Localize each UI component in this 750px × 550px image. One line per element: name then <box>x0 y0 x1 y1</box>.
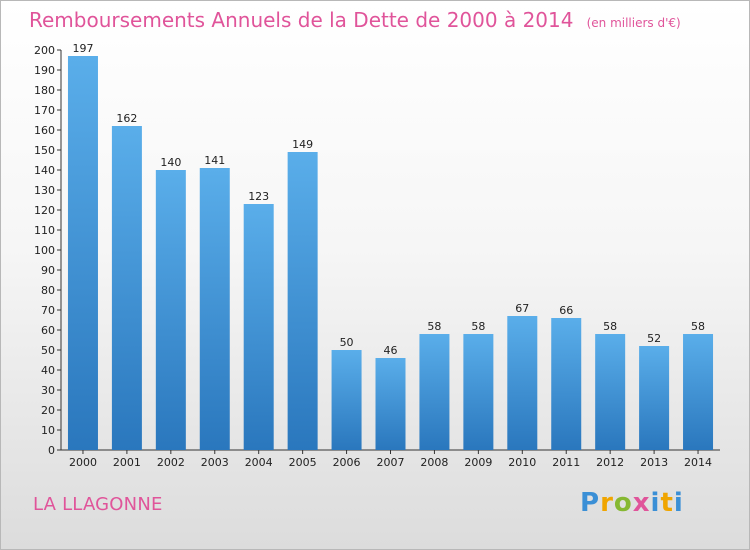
y-tick-label: 100 <box>34 244 55 257</box>
x-tick-label: 2003 <box>201 456 229 469</box>
bar-2000 <box>67 56 98 450</box>
proxiti-logo[interactable]: Proxiti <box>580 488 684 518</box>
bar-value-label: 52 <box>647 332 661 345</box>
y-tick-label: 20 <box>41 404 55 417</box>
bar-value-label: 58 <box>603 320 617 333</box>
bar-2007 <box>375 358 406 450</box>
y-tick-label: 80 <box>41 284 55 297</box>
x-tick-label: 2008 <box>420 456 448 469</box>
bar-2003 <box>199 168 230 450</box>
y-tick-label: 170 <box>34 104 55 117</box>
logo-letter: P <box>580 488 601 518</box>
bar-2006 <box>331 350 362 450</box>
bar-value-label: 46 <box>384 344 398 357</box>
y-tick-label: 190 <box>34 64 55 77</box>
bar-value-label: 123 <box>248 190 269 203</box>
x-tick-label: 2010 <box>508 456 536 469</box>
bar-2005 <box>287 152 318 450</box>
y-tick-label: 150 <box>34 144 55 157</box>
x-tick-label: 2013 <box>640 456 668 469</box>
bar-value-label: 162 <box>116 112 137 125</box>
bar-value-label: 58 <box>691 320 705 333</box>
chart-title-line: Remboursements Annuels de la Dette de 20… <box>29 8 681 32</box>
logo-letter: t <box>660 488 674 518</box>
y-tick-label: 70 <box>41 304 55 317</box>
chart-subtitle: (en milliers d'€) <box>586 16 681 30</box>
bar-value-label: 66 <box>559 304 573 317</box>
x-tick-label: 2012 <box>596 456 624 469</box>
bar-value-label: 140 <box>160 156 181 169</box>
logo-letter: i <box>673 488 684 518</box>
bar-value-label: 149 <box>292 138 313 151</box>
y-tick-label: 200 <box>34 44 55 57</box>
x-tick-label: 2011 <box>552 456 580 469</box>
y-tick-label: 140 <box>34 164 55 177</box>
x-tick-label: 2002 <box>157 456 185 469</box>
logo-letter: x <box>632 488 651 518</box>
y-tick-label: 10 <box>41 424 55 437</box>
y-tick-label: 90 <box>41 264 55 277</box>
bar-2009 <box>463 334 494 450</box>
x-tick-label: 2004 <box>245 456 273 469</box>
bar-2002 <box>155 170 186 450</box>
y-axis: 0 10 20 30 40 50 60 70 80 90 100 110 120 130 140 150 160… <box>34 44 62 457</box>
bar-2004 <box>243 204 274 450</box>
bar-2011 <box>551 318 582 450</box>
x-tick-label: 2014 <box>684 456 712 469</box>
y-tick-label: 110 <box>34 224 55 237</box>
x-tick-label: 2006 <box>333 456 361 469</box>
y-tick-label: 60 <box>41 324 55 337</box>
x-tick-label: 2005 <box>289 456 317 469</box>
bar-2010 <box>507 316 538 450</box>
y-tick-label: 180 <box>34 84 55 97</box>
chart-title: Remboursements Annuels de la Dette de 20… <box>29 8 574 32</box>
y-tick-label: 40 <box>41 364 55 377</box>
bar-value-label: 58 <box>427 320 441 333</box>
bar-2014 <box>683 334 714 450</box>
bar-2012 <box>595 334 626 450</box>
y-tick-label: 30 <box>41 384 55 397</box>
bar-value-label: 141 <box>204 154 225 167</box>
x-axis: 2000 2001 2002 2003 2004 2005 2006 2007 2008 2009… <box>61 449 720 469</box>
commune-name: LA LLAGONNE <box>33 494 163 515</box>
y-tick-label: 160 <box>34 124 55 137</box>
logo-letter: o <box>613 488 633 518</box>
bars: 197 162 140 141 123 149 50 46 58 58 67 66 58 52 58 <box>67 42 714 450</box>
bar-value-label: 58 <box>471 320 485 333</box>
bar-2013 <box>639 346 670 450</box>
bar-value-label: 67 <box>515 302 529 315</box>
y-tick-label: 0 <box>48 444 55 457</box>
bar-2001 <box>111 126 142 450</box>
x-tick-label: 2000 <box>69 456 97 469</box>
y-tick-label: 120 <box>34 204 55 217</box>
bar-2008 <box>419 334 450 450</box>
x-tick-label: 2009 <box>464 456 492 469</box>
bar-value-label: 197 <box>72 42 93 55</box>
x-tick-label: 2007 <box>377 456 405 469</box>
logo-letter: i <box>650 488 661 518</box>
x-tick-label: 2001 <box>113 456 141 469</box>
y-tick-label: 130 <box>34 184 55 197</box>
bar-value-label: 50 <box>340 336 354 349</box>
y-tick-label: 50 <box>41 344 55 357</box>
logo-letter: r <box>600 488 614 518</box>
